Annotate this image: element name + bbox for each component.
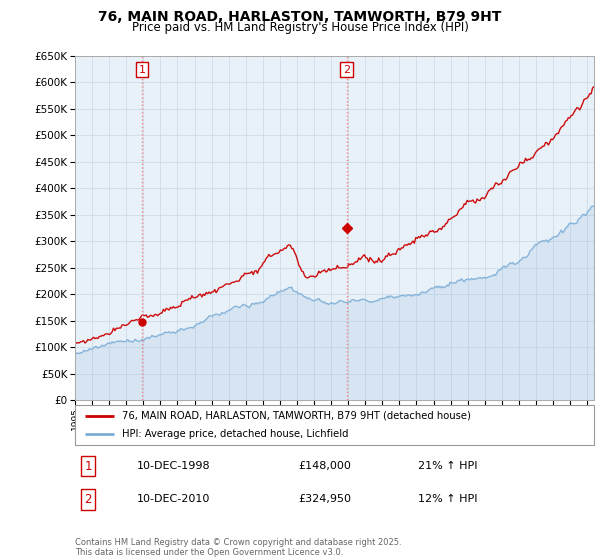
Text: 1: 1: [84, 460, 92, 473]
Text: Contains HM Land Registry data © Crown copyright and database right 2025.
This d: Contains HM Land Registry data © Crown c…: [75, 538, 401, 557]
Text: 76, MAIN ROAD, HARLASTON, TAMWORTH, B79 9HT: 76, MAIN ROAD, HARLASTON, TAMWORTH, B79 …: [98, 10, 502, 24]
Text: £148,000: £148,000: [298, 461, 351, 472]
Text: HPI: Average price, detached house, Lichfield: HPI: Average price, detached house, Lich…: [122, 430, 348, 439]
Text: £324,950: £324,950: [298, 494, 351, 505]
Text: 76, MAIN ROAD, HARLASTON, TAMWORTH, B79 9HT (detached house): 76, MAIN ROAD, HARLASTON, TAMWORTH, B79 …: [122, 411, 470, 421]
FancyBboxPatch shape: [75, 405, 594, 445]
Text: Price paid vs. HM Land Registry's House Price Index (HPI): Price paid vs. HM Land Registry's House …: [131, 21, 469, 34]
Text: 10-DEC-2010: 10-DEC-2010: [137, 494, 211, 505]
Text: 12% ↑ HPI: 12% ↑ HPI: [418, 494, 477, 505]
Text: 21% ↑ HPI: 21% ↑ HPI: [418, 461, 477, 472]
Text: 2: 2: [84, 493, 92, 506]
Text: 2: 2: [343, 64, 350, 74]
Text: 1: 1: [139, 64, 145, 74]
Text: 10-DEC-1998: 10-DEC-1998: [137, 461, 211, 472]
